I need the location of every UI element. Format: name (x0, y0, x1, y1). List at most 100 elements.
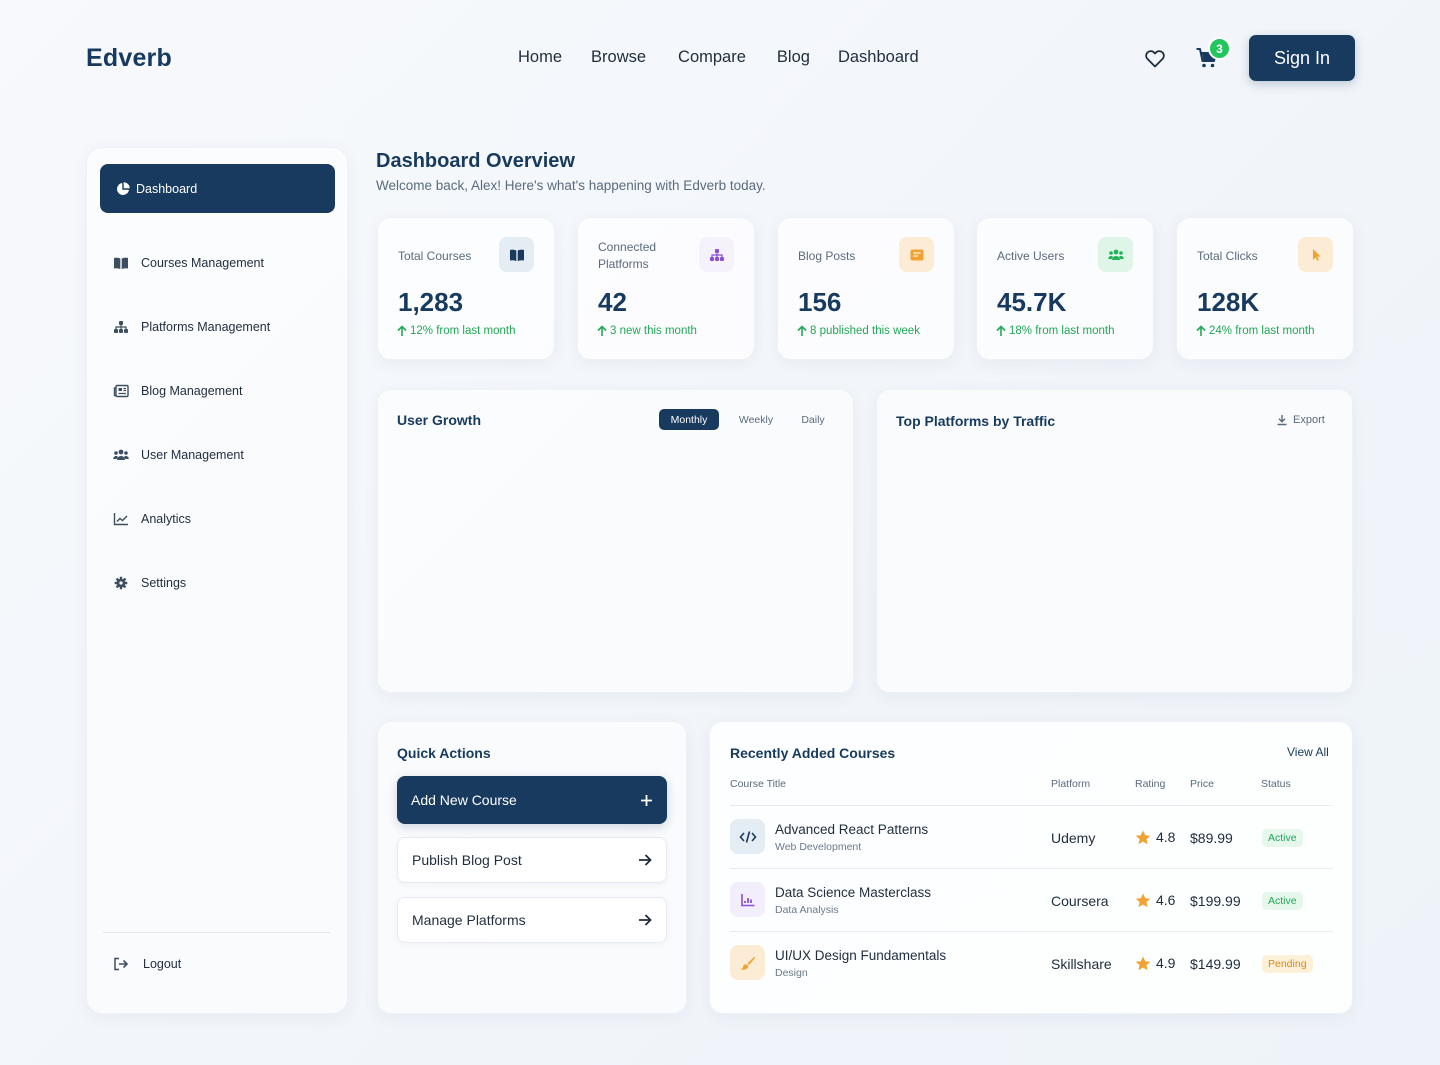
course-price: $199.99 (1190, 893, 1241, 909)
sidebar-item-platforms[interactable]: Platforms Management (113, 320, 270, 334)
stat-card-active-users: Active Users 45.7K 18% from last month (976, 217, 1154, 360)
stat-delta-text: 8 published this week (810, 325, 920, 337)
sidebar-item-users[interactable]: User Management (113, 448, 244, 462)
book-icon (114, 257, 128, 269)
recent-courses-panel (709, 721, 1353, 1014)
course-rating: 4.9 (1135, 955, 1175, 971)
course-platform: Skillshare (1051, 956, 1112, 972)
export-button[interactable]: Export (1276, 414, 1325, 426)
nav-browse[interactable]: Browse (591, 48, 647, 66)
export-label: Export (1293, 414, 1325, 426)
course-platform: Udemy (1051, 830, 1096, 846)
sidebar-item-dashboard[interactable]: Dashboard (100, 164, 335, 213)
tab-daily[interactable]: Daily (801, 413, 825, 426)
course-title[interactable]: Data Science Masterclass (775, 885, 932, 900)
course-price: $89.99 (1190, 830, 1233, 846)
chart-icon (730, 882, 765, 917)
brush-icon (730, 945, 765, 980)
logout-label: Logout (143, 957, 182, 971)
recent-courses-title: Recently Added Courses (730, 745, 896, 761)
sitemap-icon (699, 237, 734, 272)
arrow-right-icon (639, 914, 652, 926)
tab-weekly[interactable]: Weekly (738, 413, 774, 426)
newspaper-icon (899, 237, 934, 272)
stat-card-total-courses: Total Courses 1,283 12% from last month (377, 217, 555, 360)
course-title[interactable]: UI/UX Design Fundamentals (775, 948, 947, 963)
publish-blog-post-button[interactable]: Publish Blog Post (397, 837, 667, 883)
nav-compare[interactable]: Compare (678, 48, 746, 66)
code-icon (730, 819, 765, 854)
sidebar-item-blog[interactable]: Blog Management (113, 384, 242, 398)
stat-delta: 8 published this week (797, 325, 920, 337)
star-icon (1135, 956, 1151, 970)
newspaper-icon (113, 384, 129, 398)
sidebar-item-label: Platforms Management (141, 320, 271, 334)
stat-card-connected-platforms: Connected Platforms 42 3 new this month (577, 217, 755, 360)
stat-value: 45.7K (997, 287, 1067, 317)
stat-label: Connected Platforms (598, 240, 657, 271)
sitemap-icon (114, 321, 128, 333)
line-chart-icon (113, 513, 128, 526)
course-rating: 4.6 (1135, 892, 1175, 908)
stat-value: 128K (1197, 287, 1260, 317)
course-category: Data Analysis (775, 904, 839, 916)
stat-value: 1,283 (398, 287, 464, 317)
manage-platforms-button[interactable]: Manage Platforms (397, 897, 667, 943)
star-icon (1135, 830, 1151, 844)
plus-icon (641, 794, 652, 806)
stat-delta-text: 24% from last month (1209, 325, 1315, 337)
table-divider (730, 805, 1333, 806)
logout-button[interactable]: Logout (113, 957, 181, 971)
tab-monthly[interactable]: Monthly (659, 409, 719, 430)
sidebar-divider (103, 932, 331, 933)
stat-label: Active Users (997, 249, 1065, 263)
arrow-up-icon (397, 325, 407, 336)
add-new-course-button[interactable]: Add New Course (397, 776, 667, 824)
rating-value: 4.9 (1156, 955, 1176, 971)
arrow-up-icon (597, 325, 607, 336)
stat-label: Blog Posts (798, 249, 856, 263)
sidebar-item-settings[interactable]: Settings (113, 576, 186, 590)
stat-delta: 12% from last month (397, 325, 515, 337)
top-platforms-panel (876, 389, 1353, 693)
users-icon (1098, 237, 1133, 272)
stat-delta: 3 new this month (597, 325, 697, 337)
sidebar-item-analytics[interactable]: Analytics (113, 512, 191, 526)
stat-delta-text: 3 new this month (610, 325, 697, 337)
main-nav: Home Browse Compare Blog Dashboard (518, 48, 919, 67)
nav-dashboard[interactable]: Dashboard (837, 48, 919, 66)
manage-platforms-label: Manage Platforms (412, 912, 526, 928)
sidebar-item-courses[interactable]: Courses Management (113, 256, 264, 270)
add-new-course-label: Add New Course (411, 792, 517, 808)
nav-home[interactable]: Home (518, 48, 563, 66)
rating-value: 4.8 (1156, 829, 1176, 845)
publish-blog-post-label: Publish Blog Post (412, 852, 522, 868)
stat-delta-text: 18% from last month (1009, 325, 1115, 337)
arrow-up-icon (996, 325, 1006, 336)
stat-value: 156 (798, 287, 842, 317)
nav-blog[interactable]: Blog (776, 48, 810, 66)
page-subtitle: Welcome back, Alex! Here's what's happen… (376, 178, 766, 193)
rating-value: 4.6 (1156, 892, 1176, 908)
course-title[interactable]: Advanced React Patterns (775, 822, 929, 837)
stat-label: Total Clicks (1197, 249, 1258, 263)
stat-card-blog-posts: Blog Posts 156 8 published this week (777, 217, 955, 360)
cart-count-badge: 3 (1208, 37, 1231, 60)
sidebar-item-label: Analytics (141, 512, 192, 526)
sidebar-item-label: Dashboard (136, 181, 198, 196)
column-header: Status (1261, 778, 1291, 790)
gear-icon (114, 576, 128, 590)
arrow-right-icon (639, 854, 652, 866)
stat-card-total-clicks: Total Clicks 128K 24% from last month (1176, 217, 1354, 360)
brand-logo[interactable]: Edverb (86, 44, 172, 72)
heart-icon[interactable] (1143, 46, 1167, 70)
stat-label: Total Courses (398, 249, 472, 263)
logout-icon (114, 957, 129, 971)
status-badge: Active (1262, 892, 1303, 910)
table-divider (730, 868, 1333, 869)
sign-in-button[interactable]: Sign In (1249, 35, 1355, 81)
quick-actions-title: Quick Actions (397, 745, 491, 761)
course-price: $149.99 (1190, 956, 1241, 972)
view-all-link[interactable]: View All (1287, 745, 1329, 759)
sidebar-item-label: User Management (141, 448, 244, 462)
